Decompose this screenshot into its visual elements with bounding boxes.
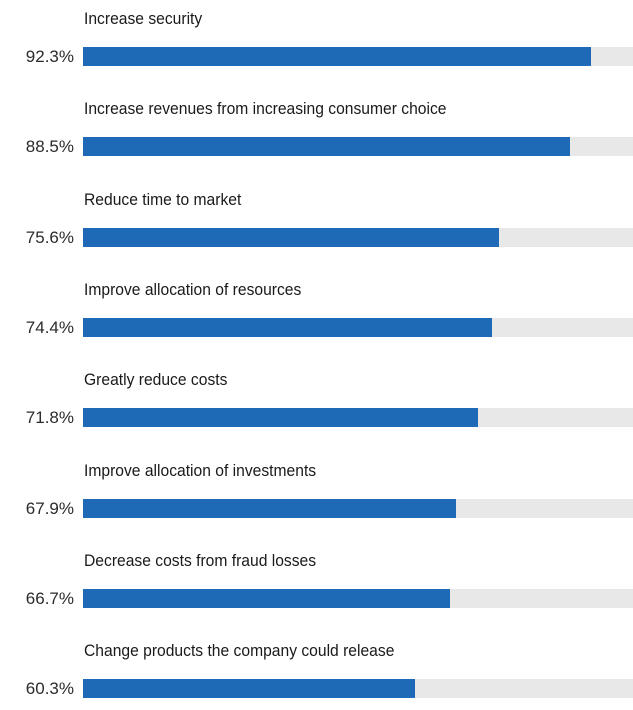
bar-value-label: 74.4% — [25, 317, 74, 337]
bar-value-label: 71.8% — [25, 408, 74, 428]
bar — [83, 137, 570, 157]
bar-category-label: Greatly reduce costs — [84, 370, 228, 390]
bar-track — [83, 317, 633, 337]
bar — [83, 408, 478, 428]
bar-track — [83, 588, 633, 608]
bar-row: Decrease costs from fraud losses 66.7% — [0, 550, 633, 620]
bar-track — [83, 47, 633, 66]
bar-row: Greatly reduce costs 71.8% — [0, 369, 633, 439]
bar-value-label: 92.3% — [25, 47, 74, 66]
bar-track — [83, 227, 633, 247]
bar-value-label: 66.7% — [25, 588, 74, 608]
bar — [83, 498, 456, 518]
bar — [83, 47, 591, 66]
bar-category-label: Improve allocation of resources — [84, 279, 302, 299]
bar-track — [83, 498, 633, 518]
bar-category-label: Increase security — [84, 9, 203, 28]
bar — [83, 317, 492, 337]
bar-category-label: Decrease costs from fraud losses — [84, 550, 317, 570]
bar-row: Change products the company could releas… — [0, 640, 633, 710]
bar-track — [83, 679, 633, 699]
bar-category-label: Reduce time to market — [84, 189, 242, 209]
bar-track — [83, 137, 633, 157]
bar-row: Increase security 92.3% — [0, 8, 633, 78]
bar — [83, 227, 499, 247]
bar-category-label: Improve allocation of investments — [84, 460, 317, 480]
bar-row: Improve allocation of resources 74.4% — [0, 279, 633, 349]
bar-row: Reduce time to market 75.6% — [0, 189, 633, 259]
bar-category-label: Change products the company could releas… — [84, 641, 395, 661]
bar-value-label: 75.6% — [25, 227, 74, 247]
bar-track — [83, 408, 633, 428]
bar — [83, 588, 450, 608]
bar-value-label: 88.5% — [25, 137, 74, 157]
horizontal-bar-chart: Increase security 92.3% Increase revenues … — [0, 8, 633, 699]
bar-category-label: Increase revenues from increasing consum… — [84, 99, 447, 119]
bar-row: Increase revenues from increasing consum… — [0, 98, 633, 168]
bar — [83, 679, 415, 699]
bar-row: Improve allocation of investments 67.9% — [0, 460, 633, 530]
bar-value-label: 60.3% — [25, 679, 74, 699]
bar-value-label: 67.9% — [25, 498, 74, 518]
